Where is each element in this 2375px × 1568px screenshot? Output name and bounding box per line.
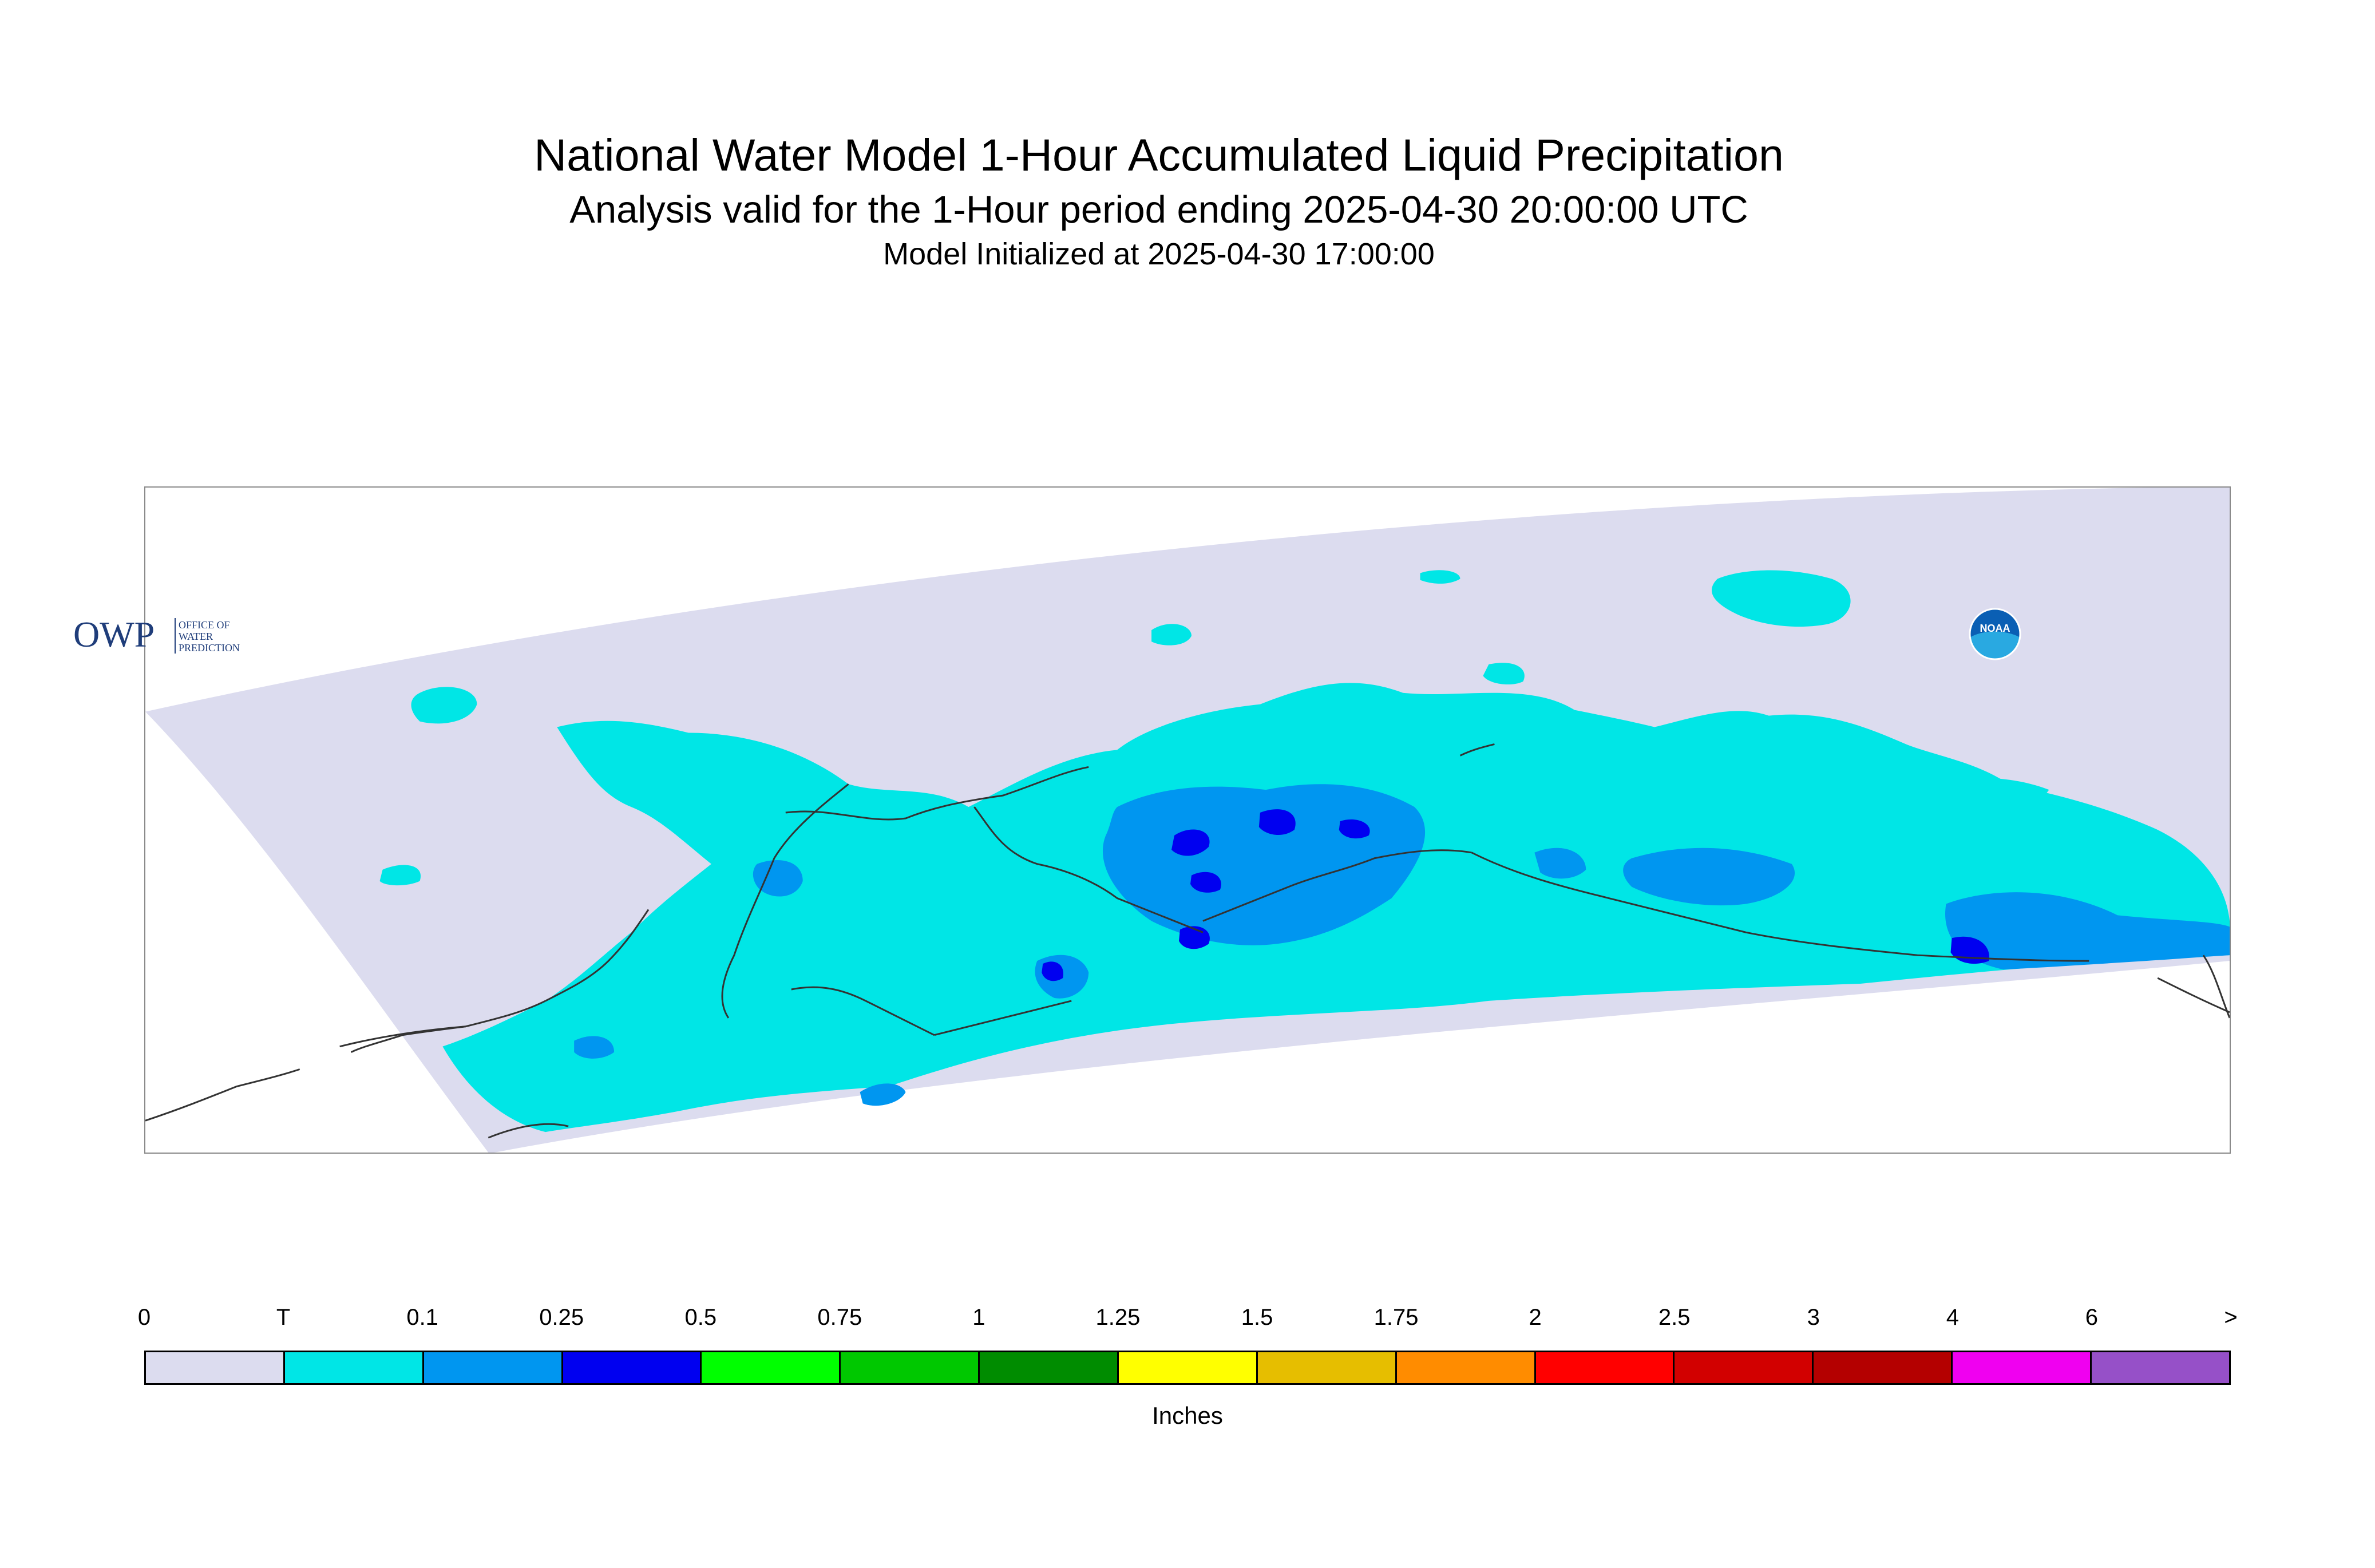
- map-title: National Water Model 1-Hour Accumulated …: [534, 129, 1784, 180]
- legend-swatch: [2092, 1352, 2229, 1383]
- legend-swatch: [1953, 1352, 2092, 1383]
- legend-colorbar: [144, 1351, 2231, 1385]
- legend-swatch: [702, 1352, 841, 1383]
- legend-swatch: [980, 1352, 1119, 1383]
- legend-tick-label: 1: [972, 1305, 985, 1330]
- legend-tick-label: 4: [1946, 1305, 1959, 1330]
- legend-tick-label: >: [2224, 1305, 2238, 1330]
- legend-tick-label: 3: [1807, 1305, 1820, 1330]
- legend-tick-label: 0: [137, 1305, 151, 1330]
- legend-swatch: [1119, 1352, 1258, 1383]
- legend-tick-label: 0.75: [817, 1305, 862, 1330]
- legend-tick-label: 1.75: [1373, 1305, 1419, 1330]
- legend-swatch: [1814, 1352, 1953, 1383]
- legend-swatch: [1535, 1352, 1675, 1383]
- model-init-time: Model Initialized at 2025-04-30 17:00:00: [883, 237, 1435, 271]
- legend-swatch: [423, 1352, 563, 1383]
- legend-tick-label: 6: [2085, 1305, 2099, 1330]
- noaa-logo: NOAA: [1969, 608, 2021, 660]
- legend-tick-label: 1.25: [1095, 1305, 1141, 1330]
- legend-tick-label: 0.1: [406, 1305, 438, 1330]
- legend-units: Inches: [1152, 1402, 1223, 1429]
- owp-logo: OWP OFFICE OF WATER PREDICTION: [73, 612, 245, 658]
- legend-swatch: [1257, 1352, 1397, 1383]
- precipitation-map: [144, 486, 2231, 1154]
- legend-tick-label: 2.5: [1658, 1305, 1691, 1330]
- legend-swatch: [841, 1352, 980, 1383]
- legend-swatch: [1675, 1352, 1814, 1383]
- owp-logo-line3: PREDICTION: [179, 642, 240, 654]
- noaa-logo-mark: NOAA: [1980, 623, 2010, 634]
- legend-tick-label: 0.5: [684, 1305, 717, 1330]
- legend-swatch: [146, 1352, 285, 1383]
- legend-tick-label: 1.5: [1241, 1305, 1273, 1330]
- legend-swatch: [563, 1352, 702, 1383]
- legend-tick-label: 2: [1529, 1305, 1542, 1330]
- owp-logo-mark: OWP: [73, 614, 155, 655]
- owp-logo-line2: WATER: [179, 631, 213, 642]
- map-canvas: [145, 488, 2230, 1153]
- legend-tick-label: T: [276, 1305, 291, 1330]
- precip-legend: 0 T 0.1 0.25 0.5 0.75 1 1.25 1.5 1.75 2 2.5 3 4 6 > Inc…: [0, 1305, 2375, 1454]
- legend-swatch: [284, 1352, 424, 1383]
- legend-tick-label: 0.25: [539, 1305, 584, 1330]
- owp-logo-line1: OFFICE OF: [179, 619, 230, 631]
- map-subtitle: Analysis valid for the 1-Hour period end…: [569, 188, 1748, 231]
- coastlines: [145, 743, 2230, 1139]
- legend-swatch: [1396, 1352, 1536, 1383]
